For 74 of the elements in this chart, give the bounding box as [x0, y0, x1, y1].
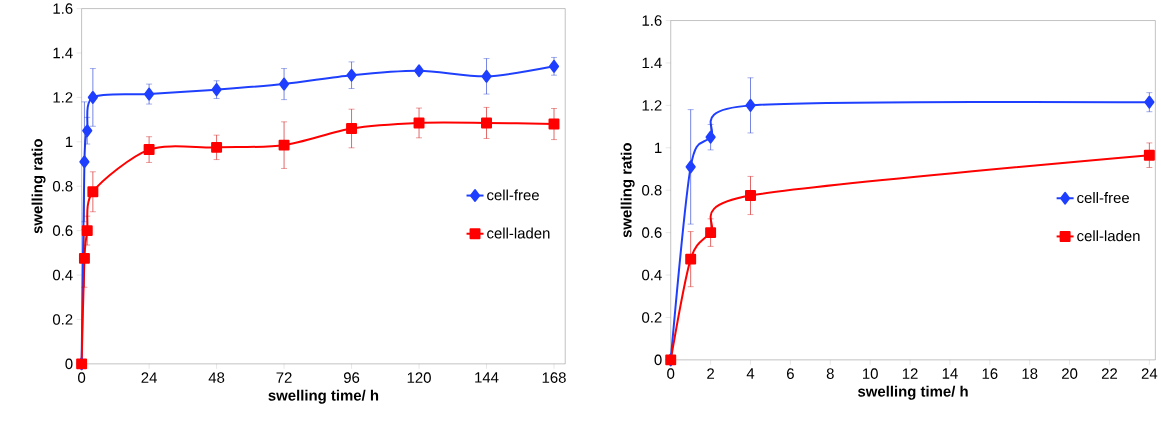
y-tick-label: 0.8 [52, 181, 73, 192]
legend-label: cell-free [487, 189, 539, 201]
x-tick-label: 18 [1022, 368, 1038, 380]
legend-label: cell-free [1077, 192, 1130, 204]
point [87, 91, 98, 105]
point [413, 64, 425, 78]
x-tick-label: 14 [942, 368, 958, 379]
point [87, 186, 99, 198]
legend-label: cell-laden [1077, 230, 1140, 242]
point [705, 227, 717, 239]
x-tick-label: 20 [1062, 368, 1078, 380]
x-tick-label: 24 [141, 372, 157, 383]
x-tick-label: 48 [208, 372, 225, 384]
y-axis-title: swelling ratio [620, 143, 635, 238]
point [481, 70, 492, 84]
y-tick-label: 1.2 [53, 92, 73, 103]
y-tick-label: 0.6 [52, 225, 73, 237]
point [78, 253, 90, 265]
y-tick-label: 1 [65, 136, 73, 148]
point [144, 87, 155, 101]
y-tick-label: 0.8 [642, 185, 662, 196]
point [685, 160, 696, 174]
y-tick-label: 0.6 [642, 227, 662, 239]
x-tick-label: 72 [276, 372, 292, 383]
y-tick-label: 0 [65, 358, 73, 370]
x-axis-title: swelling time/ h [858, 386, 968, 400]
x-tick-label: 120 [407, 372, 431, 384]
x-tick-label: 144 [475, 372, 499, 383]
point [278, 77, 290, 91]
x-tick-label: 96 [343, 372, 360, 384]
point [346, 123, 358, 135]
y-tick-label: 1.4 [53, 48, 73, 59]
x-tick-label: 168 [542, 372, 566, 384]
y-tick-label: 1.6 [642, 15, 662, 27]
point [481, 117, 492, 129]
x-tick-label: 6 [787, 368, 794, 380]
point [79, 155, 90, 169]
point [143, 144, 155, 156]
y-axis-title: swelling ratio [31, 139, 46, 234]
x-tick-label: 22 [1101, 368, 1118, 380]
point [278, 139, 290, 151]
y-tick-label: 0.4 [642, 269, 662, 281]
y-tick-label: 0 [654, 354, 662, 366]
point [1143, 149, 1155, 161]
point [82, 124, 93, 138]
point [685, 253, 697, 265]
point [745, 190, 756, 202]
point [1144, 95, 1155, 109]
point [745, 99, 756, 113]
x-tick-label: 2 [707, 368, 715, 380]
x-tick-label: 0 [78, 372, 86, 384]
legend-label: cell-laden [487, 227, 550, 239]
x-tick-label: 24 [1141, 368, 1158, 380]
y-tick-label: 1.4 [642, 58, 662, 69]
point [346, 68, 357, 82]
y-tick-label: 0.4 [52, 269, 73, 281]
y-tick-label: 0.2 [642, 312, 662, 323]
point [705, 130, 716, 144]
y-tick-label: 1 [655, 142, 662, 154]
x-tick-label: 12 [902, 368, 918, 380]
point [548, 118, 560, 130]
x-tick-label: 0 [667, 368, 675, 380]
x-tick-label: 8 [826, 368, 834, 380]
x-tick-label: 10 [863, 368, 878, 380]
point [413, 117, 425, 129]
point [548, 60, 560, 74]
y-tick-label: 1.2 [642, 100, 662, 111]
y-tick-label: 1.6 [53, 3, 73, 15]
x-tick-label: 4 [746, 368, 755, 379]
point [81, 225, 93, 237]
y-tick-label: 0.2 [52, 314, 73, 325]
x-axis-title: swelling time/ h [268, 389, 379, 404]
x-tick-label: 16 [982, 368, 998, 380]
point [211, 142, 223, 154]
